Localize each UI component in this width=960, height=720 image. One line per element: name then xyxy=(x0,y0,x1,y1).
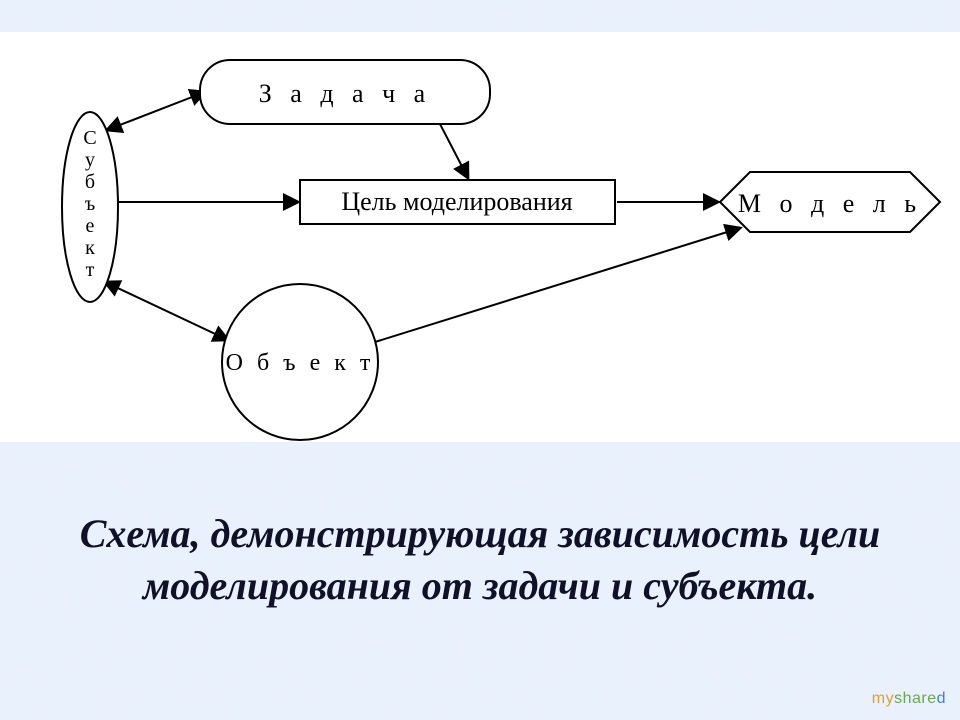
diagram-band: С у б ъ е к т З а д а ч а Цель моделиров… xyxy=(0,32,960,442)
edge-subject-task xyxy=(107,92,205,130)
node-subject: С у б ъ е к т xyxy=(62,112,118,302)
node-task: З а д а ч а xyxy=(200,60,490,124)
node-task-label: З а д а ч а xyxy=(259,79,431,108)
diagram-canvas: С у б ъ е к т З а д а ч а Цель моделиров… xyxy=(0,32,960,442)
node-object: О б ъ е к т xyxy=(222,284,378,440)
svg-text:б: б xyxy=(85,171,95,193)
watermark-d: d xyxy=(937,690,946,707)
node-model-label: М о д е л ь xyxy=(738,189,922,218)
node-goal-label: Цель моделирования xyxy=(341,187,572,216)
svg-text:е: е xyxy=(86,215,95,237)
watermark-my: my xyxy=(872,690,894,707)
svg-text:т: т xyxy=(86,259,95,281)
caption-text: Схема, демонстрирующая зависимость цели … xyxy=(0,508,960,612)
edge-task-goal xyxy=(440,124,468,178)
node-model: М о д е л ь xyxy=(720,172,940,232)
svg-text:к: к xyxy=(85,237,95,259)
page-root: С у б ъ е к т З а д а ч а Цель моделиров… xyxy=(0,0,960,720)
svg-text:ъ: ъ xyxy=(85,193,95,215)
watermark-share: share xyxy=(894,690,937,707)
node-object-label: О б ъ е к т xyxy=(226,350,375,376)
svg-text:у: у xyxy=(85,149,95,171)
node-goal: Цель моделирования xyxy=(300,180,615,224)
edge-object-model xyxy=(375,228,740,342)
edge-subject-object xyxy=(105,282,228,340)
watermark: myshared xyxy=(872,690,946,708)
svg-text:С: С xyxy=(83,127,96,149)
